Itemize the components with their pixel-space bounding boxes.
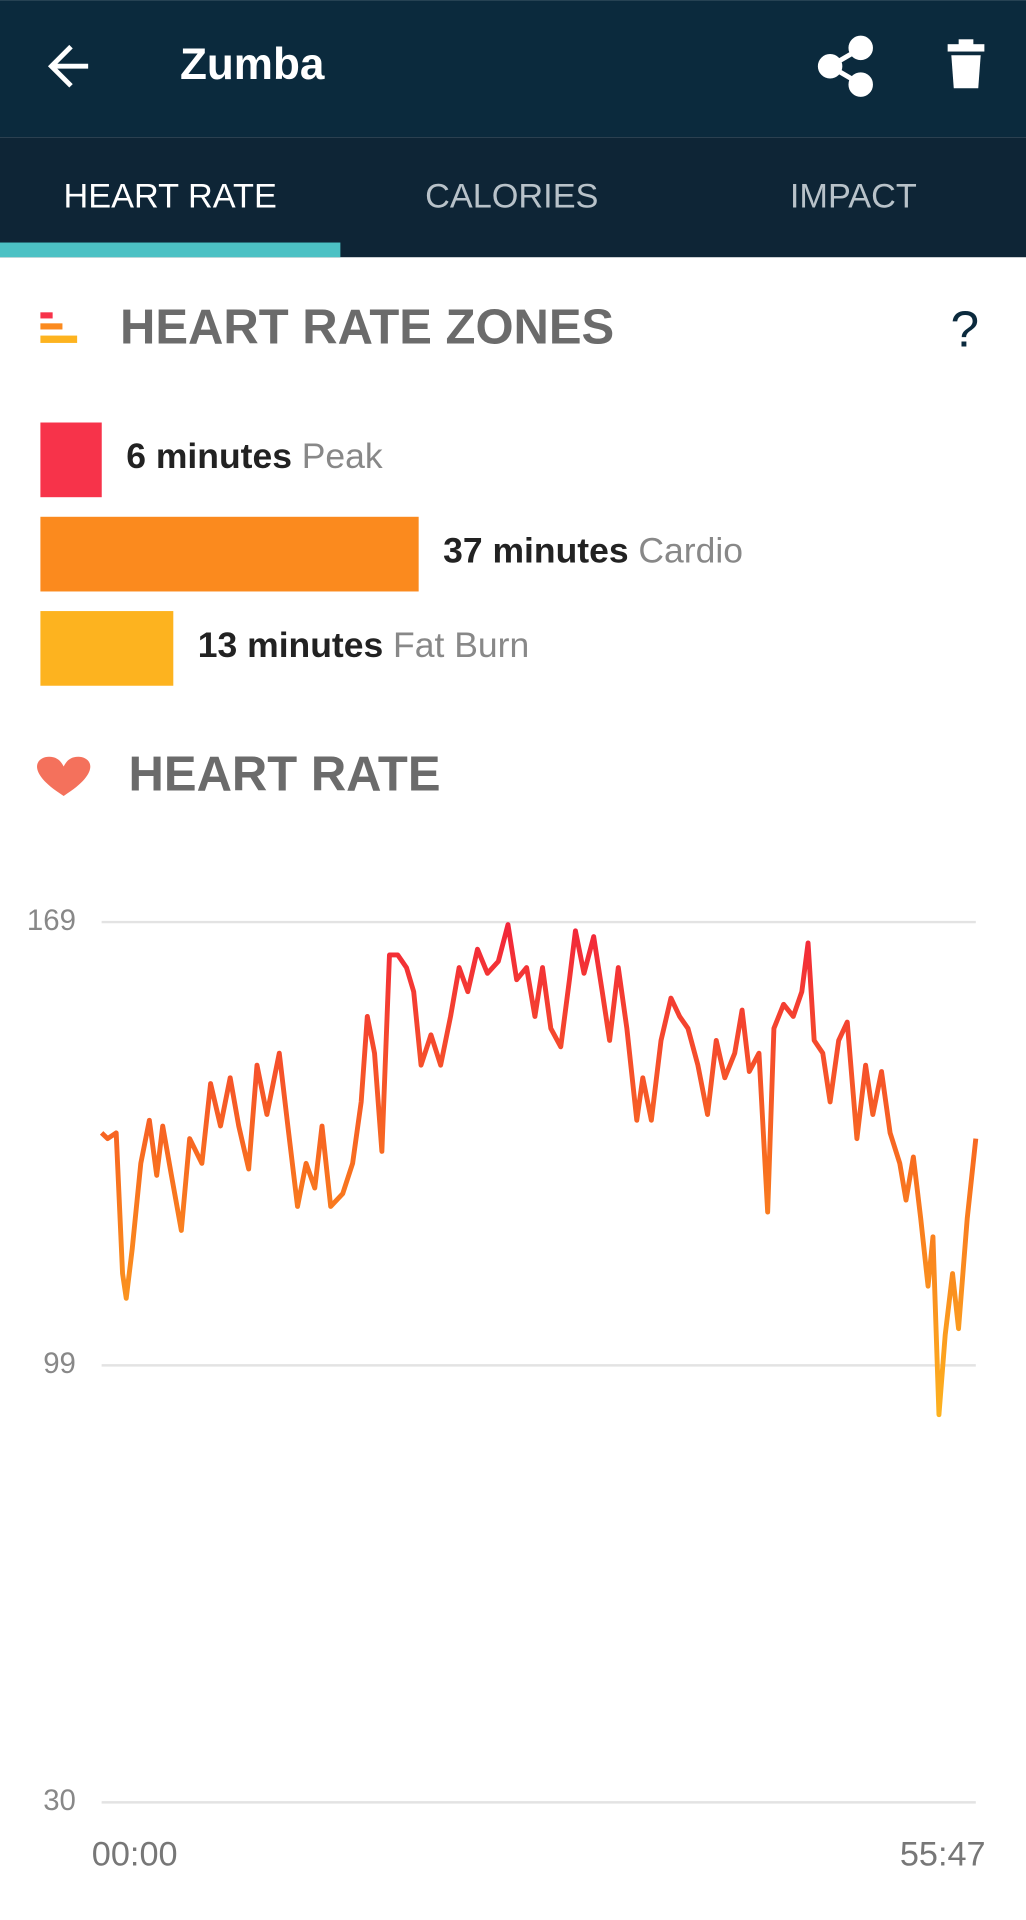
zones-icon <box>40 312 78 343</box>
zones-list: 6 minutes Peak 37 minutes Cardio 13 minutes F… <box>40 422 743 686</box>
zone-label: 37 minutes Cardio <box>443 531 743 571</box>
zone-name: Peak <box>302 437 383 477</box>
section-title: HEART RATE <box>129 748 441 802</box>
heart-icon <box>37 756 91 796</box>
zone-minutes: 13 minutes <box>198 625 383 665</box>
zone-name: Cardio <box>638 531 743 571</box>
help-button[interactable]: ? <box>950 300 979 358</box>
tab[interactable]: CALORIES <box>425 178 598 216</box>
y-tick-label: 169 <box>27 904 76 937</box>
tab-indicator <box>0 242 341 258</box>
zone-label: 13 minutes Fat Burn <box>198 625 529 665</box>
tab[interactable]: IMPACT <box>790 178 917 216</box>
zone-bar <box>40 422 102 498</box>
section-title: HEART RATE ZONES <box>120 301 614 355</box>
delete-button[interactable] <box>947 39 985 89</box>
tab[interactable]: HEART RATE <box>64 178 277 216</box>
zone-bar <box>40 611 174 686</box>
screen-title: Zumba <box>180 40 325 89</box>
zone-label: 6 minutes Peak <box>126 437 383 477</box>
zone-bar <box>40 516 419 592</box>
back-button[interactable] <box>47 44 89 88</box>
tab-bar <box>0 137 1026 258</box>
zone-minutes: 37 minutes <box>443 531 628 571</box>
share-button[interactable] <box>817 35 873 97</box>
zone-name: Fat Burn <box>393 625 529 665</box>
x-tick-label: 00:00 <box>92 1835 178 1873</box>
zone-minutes: 6 minutes <box>126 437 292 477</box>
y-tick-label: 99 <box>43 1347 76 1380</box>
x-tick-label: 55:47 <box>900 1835 986 1873</box>
app-bar <box>0 0 1026 138</box>
heart-rate-line <box>99 922 979 1418</box>
y-tick-label: 30 <box>43 1784 76 1817</box>
heart-rate-chart: 30 99 169 00:00 55:47 <box>27 904 986 1873</box>
